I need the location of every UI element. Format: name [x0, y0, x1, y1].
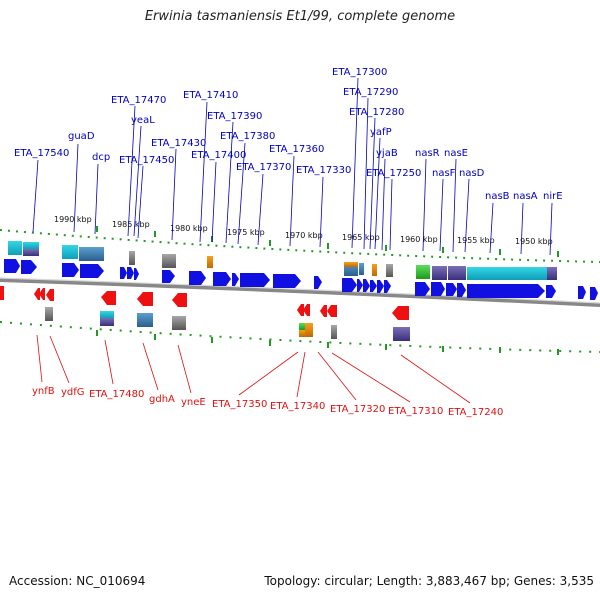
gene-label: guaD: [68, 131, 95, 142]
tick-label: 1990 kbp: [54, 215, 92, 224]
gene-label: ynfB: [32, 386, 55, 397]
gene-label: ETA_17360: [269, 144, 324, 155]
gene-label: gdhA: [149, 394, 175, 405]
forward-genes: [4, 259, 598, 300]
tick-label: 1960 kbp: [400, 235, 438, 244]
gene-label: nirE: [543, 191, 563, 202]
gene-label: ETA_17370: [236, 162, 291, 173]
gene-label: yafP: [370, 127, 392, 138]
tick-label: 1950 kbp: [515, 237, 553, 246]
gene-label: yneE: [181, 397, 206, 408]
upper-feature-boxes: [8, 241, 557, 280]
gene-label: ETA_17310: [388, 406, 443, 417]
reverse-genes: [0, 286, 409, 320]
gene-label: ETA_17350: [212, 399, 267, 410]
genome-backbone: [0, 278, 600, 307]
gene-label: ydfG: [61, 387, 85, 398]
gene-label: nasA: [513, 191, 538, 202]
gene-label: ETA_17300: [332, 67, 387, 78]
gene-label: ETA_17410: [183, 90, 238, 101]
gene-label: nasE: [444, 148, 468, 159]
map-title: Erwinia tasmaniensis Et1/99, complete ge…: [144, 9, 456, 24]
lower-feature-boxes: [45, 307, 410, 341]
genome-summary-text: Topology: circular; Length: 3,883,467 bp…: [264, 574, 594, 588]
gene-label: ETA_17240: [448, 407, 503, 418]
tick-label: 1980 kbp: [170, 224, 208, 233]
gene-label: ETA_17430: [151, 138, 206, 149]
gene-label: ETA_17280: [349, 107, 404, 118]
gene-label: ETA_17340: [270, 401, 325, 412]
tick-label: 1985 kbp: [112, 220, 150, 229]
gene-label: ETA_17380: [220, 131, 275, 142]
gene-label: nasR: [415, 148, 440, 159]
accession-text: Accession: NC_010694: [9, 574, 146, 588]
tick-label: 1970 kbp: [285, 231, 323, 240]
gene-label: dcp: [92, 152, 110, 163]
gene-label: ETA_17290: [343, 87, 398, 98]
lower-tick-track: [0, 321, 600, 353]
tick-label: 1955 kbp: [457, 236, 495, 245]
gene-label: ETA_17470: [111, 95, 166, 106]
gene-label: nasD: [459, 168, 485, 179]
gene-label: ETA_17330: [296, 165, 351, 176]
gene-label: yjaB: [376, 148, 398, 159]
top-gene-labels: ETA_17540 guaD dcp ETA_17470 yeaL ETA_17…: [14, 67, 563, 202]
gene-label: ETA_17390: [207, 111, 262, 122]
kbp-ticks: 1990 kbp 1985 kbp 1980 kbp 1975 kbp 1970…: [54, 215, 559, 355]
bottom-leader-lines: [36, 334, 471, 404]
tick-label: 1975 kbp: [227, 228, 265, 237]
gene-label: ETA_17540: [14, 148, 69, 159]
gene-label: yeaL: [131, 115, 155, 126]
gene-label: ETA_17250: [366, 168, 421, 179]
tick-label: 1965 kbp: [342, 233, 380, 242]
genome-backbone-highlight: [0, 277, 600, 304]
gene-label: nasF: [432, 168, 456, 179]
gene-label: nasB: [485, 191, 510, 202]
top-leader-lines: [32, 77, 553, 256]
gene-label: ETA_17400: [191, 150, 246, 161]
gene-label: ETA_17320: [330, 404, 385, 415]
bottom-gene-labels: ynfB ydfG ETA_17480 gdhA yneE ETA_17350 …: [32, 386, 503, 418]
gene-label: ETA_17480: [89, 389, 144, 400]
gene-label: ETA_17450: [119, 155, 174, 166]
